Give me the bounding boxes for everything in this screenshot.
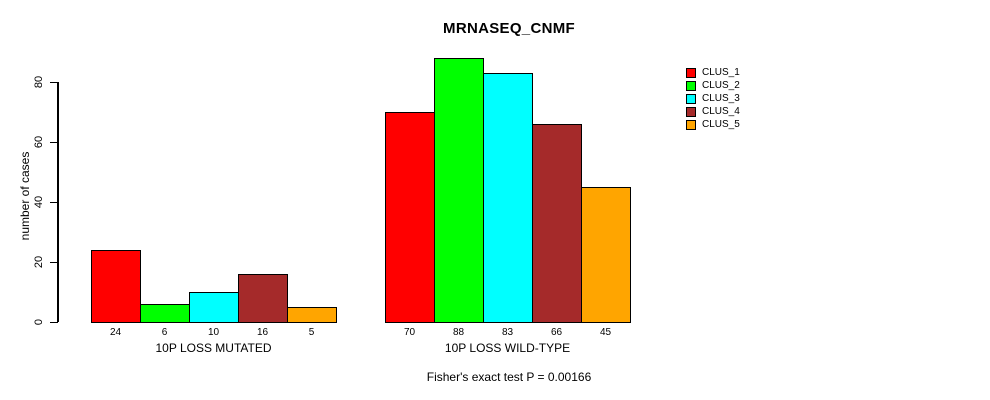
bar-value-label: 88 <box>452 327 465 338</box>
legend-item: CLUS_4 <box>686 105 740 118</box>
bar-clus_3 <box>483 73 533 323</box>
bar-value-label: 70 <box>403 327 416 338</box>
x-group-label: 10P LOSS MUTATED <box>155 341 272 355</box>
y-tick-label: 40 <box>33 195 45 209</box>
y-tick-mark <box>50 321 58 323</box>
bar-clus_3 <box>189 292 239 323</box>
y-tick-mark <box>50 141 58 143</box>
bar-value-label: 45 <box>599 327 612 338</box>
bar-clus_4 <box>238 274 288 323</box>
bar-value-label: 83 <box>501 327 514 338</box>
bar-value-label: 5 <box>308 327 315 338</box>
bar-value-label: 24 <box>109 327 122 338</box>
bar-clus_5 <box>581 187 631 323</box>
y-tick-mark <box>50 261 58 263</box>
legend-label: CLUS_4 <box>702 106 740 117</box>
legend-label: CLUS_5 <box>702 119 740 130</box>
legend-label: CLUS_2 <box>702 80 740 91</box>
legend: CLUS_1 CLUS_2 CLUS_3 CLUS_4 CLUS_5 <box>686 66 740 131</box>
y-tick-label: 20 <box>33 255 45 269</box>
bar-clus_4 <box>532 124 582 323</box>
legend-swatch <box>686 67 696 78</box>
bar-value-label: 10 <box>207 327 220 338</box>
legend-swatch <box>686 119 696 130</box>
bar-clus_1 <box>91 250 141 323</box>
legend-item: CLUS_1 <box>686 66 740 79</box>
bar-value-label: 6 <box>161 327 168 338</box>
legend-swatch <box>686 80 696 91</box>
y-axis-label: number of cases <box>18 151 32 241</box>
bar-clus_5 <box>287 307 337 323</box>
y-tick-label: 0 <box>33 318 45 326</box>
y-tick-mark <box>50 201 58 203</box>
chart-title: MRNASEQ_CNMF <box>443 20 575 37</box>
legend-label: CLUS_1 <box>702 67 740 78</box>
x-group-label: 10P LOSS WILD-TYPE <box>444 341 571 355</box>
bar-value-label: 66 <box>550 327 563 338</box>
bar-clus_1 <box>385 112 435 323</box>
legend-item: CLUS_2 <box>686 79 740 92</box>
y-tick-label: 60 <box>33 135 45 149</box>
legend-item: CLUS_3 <box>686 92 740 105</box>
y-tick-label: 80 <box>33 75 45 89</box>
legend-label: CLUS_3 <box>702 93 740 104</box>
legend-item: CLUS_5 <box>686 118 740 131</box>
y-tick-mark <box>50 81 58 83</box>
bar-clus_2 <box>140 304 190 323</box>
bar-clus_2 <box>434 58 484 323</box>
bar-value-label: 16 <box>256 327 269 338</box>
pvalue-subtitle: Fisher's exact test P = 0.00166 <box>426 370 592 384</box>
legend-swatch <box>686 106 696 117</box>
legend-swatch <box>686 93 696 104</box>
